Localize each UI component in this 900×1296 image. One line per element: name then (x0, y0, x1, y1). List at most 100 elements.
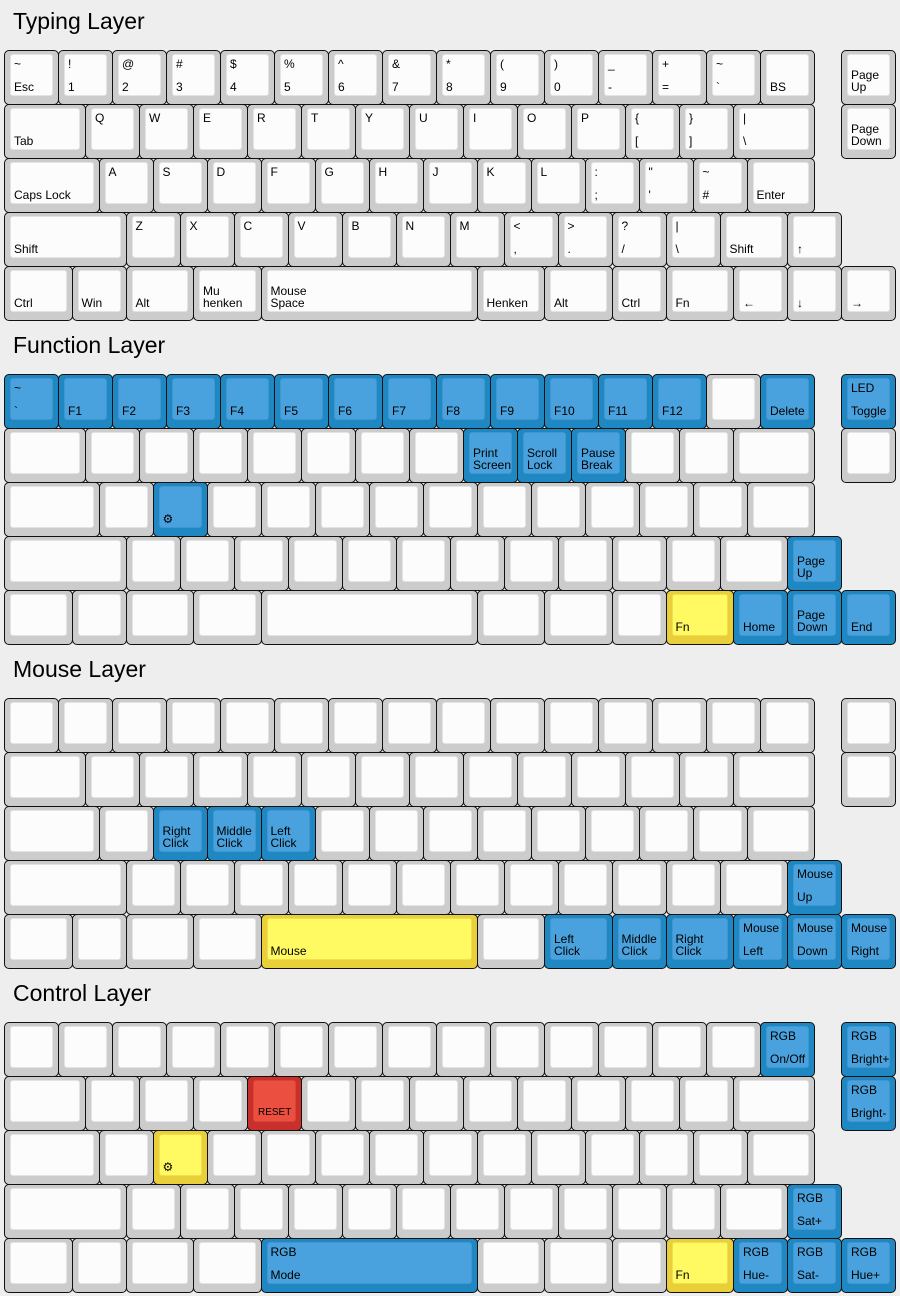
keycap-face: F (266, 162, 310, 204)
key (112, 1022, 167, 1077)
key-bottom-label: ] (689, 134, 693, 148)
key-top-label: G (324, 165, 334, 179)
keycap-face: ! 1 (64, 54, 107, 96)
key-top-label: + (662, 57, 670, 71)
keycap-face (401, 540, 445, 582)
layer-title: Mouse Layer (13, 656, 146, 682)
key-bottom-label: F5 (284, 404, 299, 418)
keycap-face (10, 486, 94, 528)
key (490, 1022, 545, 1077)
key (98, 1130, 154, 1185)
keycap-face (685, 1080, 728, 1122)
key (260, 482, 316, 537)
keycap-face: Henken (482, 270, 539, 312)
key (476, 590, 545, 645)
key (4, 1184, 127, 1239)
key: Henken (476, 266, 545, 321)
key (706, 374, 761, 429)
keycap-face (293, 540, 337, 582)
key-top-label: V (297, 219, 306, 233)
keycap-face: Fn (671, 1242, 728, 1284)
key-bottom-label: BS (770, 80, 787, 94)
keycap-face (671, 864, 715, 906)
key: RGB Mode (260, 1238, 478, 1293)
key-bottom-label: Hue- (743, 1268, 770, 1282)
key (665, 536, 721, 591)
key (395, 536, 451, 591)
keycap-face: " ' (644, 162, 688, 204)
key (409, 752, 464, 807)
keycap-face (280, 702, 323, 744)
key (476, 482, 532, 537)
keycap-face (725, 864, 782, 906)
keycap-face (482, 1242, 539, 1284)
keycap-face (482, 594, 539, 636)
keycap-face: RGB Sat+ (793, 1188, 836, 1230)
keycap-face: F8 (442, 378, 485, 420)
key-top-label: L (540, 165, 548, 179)
key (571, 1076, 626, 1131)
key: <, (503, 212, 559, 267)
key: >. (557, 212, 613, 267)
key-top-label: LED (851, 381, 875, 395)
key: Scroll Lock (517, 428, 572, 483)
key (193, 1076, 248, 1131)
keycap-face: Mouse Down (793, 918, 836, 960)
keycap-face (172, 702, 215, 744)
keycap-face (104, 486, 148, 528)
key (638, 482, 694, 537)
key (179, 536, 235, 591)
key: RESET (247, 1076, 302, 1131)
key: W (139, 104, 194, 159)
key (71, 1238, 127, 1293)
key (368, 806, 424, 861)
keycap-face (10, 756, 80, 798)
key: H (368, 158, 424, 213)
keycap-face: F6 (334, 378, 377, 420)
keycap-face: }] (685, 108, 728, 150)
keycap-face (145, 432, 188, 474)
key: Mouse Right (841, 914, 896, 969)
key (125, 914, 194, 969)
keycap-face (307, 432, 350, 474)
keycap-face: ← (739, 270, 782, 312)
key-bottom-label: Shift (729, 242, 754, 256)
key: D (206, 158, 262, 213)
keycap-face (442, 1026, 485, 1068)
key (665, 1184, 721, 1239)
key-bottom-label: Down (797, 944, 828, 958)
keycap-face: Pause Break (577, 432, 620, 474)
keycap-face (739, 756, 809, 798)
key (557, 860, 613, 915)
key (139, 752, 194, 807)
key-bottom-label: Up (797, 890, 813, 904)
key (760, 698, 815, 753)
key (382, 698, 437, 753)
key: RGB Hue- (733, 1238, 788, 1293)
key: {[ (625, 104, 680, 159)
key: _ - (598, 50, 653, 105)
key (328, 1022, 383, 1077)
key (4, 428, 86, 483)
key: * 8 (436, 50, 491, 105)
key-bottom-label: = (662, 80, 670, 94)
key: F5 (274, 374, 329, 429)
keycap-face (644, 1134, 688, 1176)
key-bottom-label: RESET (258, 1107, 292, 1118)
key: End (841, 590, 896, 645)
key (4, 806, 100, 861)
key: + = (652, 50, 707, 105)
key (4, 752, 86, 807)
keycap-face: BS (766, 54, 809, 96)
keycap-face (388, 1026, 431, 1068)
keycap-face (239, 540, 283, 582)
key-top-label: { (635, 111, 640, 125)
key: Shift (719, 212, 788, 267)
key-bottom-label: Home (743, 620, 776, 634)
key: Shift (4, 212, 127, 267)
keycap-face (725, 1188, 782, 1230)
key (355, 752, 410, 807)
keycap-face (442, 702, 485, 744)
key (544, 1022, 599, 1077)
keycap-face (590, 810, 634, 852)
